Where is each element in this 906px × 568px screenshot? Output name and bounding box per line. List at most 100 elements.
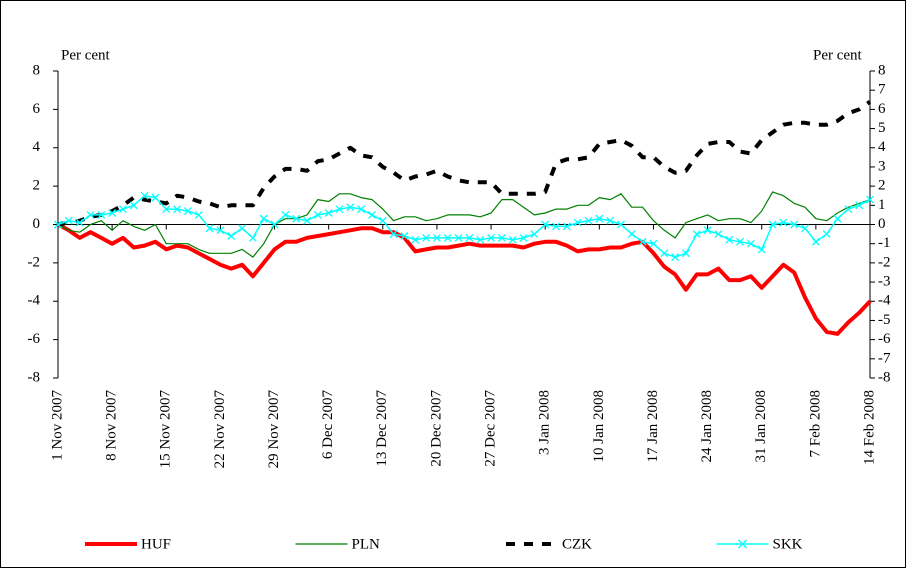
series-marker — [736, 237, 745, 246]
series-marker — [649, 239, 658, 248]
series-marker — [400, 232, 409, 240]
series-marker — [725, 235, 734, 244]
y2-tick-label: -8 — [878, 369, 891, 385]
y2-tick-label: -4 — [878, 293, 891, 309]
series-marker — [346, 203, 355, 212]
series-marker — [378, 216, 387, 225]
y-tick-label: -6 — [28, 331, 41, 347]
series-marker — [64, 216, 73, 225]
x-tick-label: 3 Jan 2008 — [537, 390, 553, 455]
series-marker — [801, 224, 809, 233]
series-marker — [714, 230, 723, 239]
series-marker — [368, 210, 376, 219]
series-marker — [443, 233, 452, 242]
series-marker — [216, 226, 225, 235]
series-marker — [508, 235, 517, 244]
y-tick-label: 0 — [33, 216, 41, 232]
x-tick-label: 15 Nov 2007 — [158, 390, 174, 469]
series-marker — [790, 220, 799, 229]
series-marker — [844, 205, 853, 214]
y-tick-label: 4 — [33, 139, 41, 155]
series-marker — [313, 210, 322, 219]
x-tick-label: 31 Jan 2008 — [753, 390, 769, 463]
series-marker — [205, 224, 214, 233]
series-marker — [108, 209, 117, 217]
series-marker — [692, 230, 701, 239]
series-marker — [487, 233, 496, 242]
series-marker — [530, 230, 539, 239]
series-marker — [75, 218, 84, 227]
series-line — [57, 191, 871, 258]
x-tick-label: 6 Dec 2007 — [320, 390, 336, 460]
series-marker — [562, 222, 571, 231]
x-tick-label: 1 Nov 2007 — [49, 390, 65, 461]
x-tick-label: 17 Jan 2008 — [645, 390, 661, 463]
y2-tick-label: 1 — [878, 197, 886, 213]
y-axis-label: Per cent — [61, 47, 111, 63]
y2-tick-label: -5 — [878, 312, 891, 328]
series-marker — [324, 209, 333, 217]
series-marker — [119, 205, 127, 214]
x-tick-label: 24 Jan 2008 — [699, 390, 715, 463]
legend-marker — [738, 539, 747, 549]
series-marker — [422, 233, 431, 242]
series-marker — [638, 237, 647, 246]
series-marker — [866, 195, 874, 204]
y2-tick-label: -7 — [878, 350, 891, 366]
series-marker — [357, 205, 366, 214]
y2-tick-label: 4 — [878, 139, 886, 155]
series-marker — [303, 216, 311, 225]
y2-tick-label: 3 — [878, 158, 886, 174]
y2-tick-label: 8 — [878, 62, 886, 78]
legend-label: CZK — [562, 536, 592, 552]
x-tick-label: 29 Nov 2007 — [266, 390, 282, 469]
x-tick-label: 14 Feb 2008 — [861, 390, 877, 465]
x-tick-label: 7 Feb 2008 — [807, 390, 823, 458]
series-marker — [465, 233, 474, 242]
y2-tick-label: -3 — [878, 274, 891, 290]
series-marker — [248, 233, 257, 242]
y-tick-label: -8 — [28, 369, 41, 385]
series-marker — [627, 230, 636, 239]
y2-tick-label: 2 — [878, 178, 886, 194]
series-marker — [617, 220, 625, 229]
y2-tick-label: -2 — [878, 254, 891, 270]
legend-label: PLN — [352, 536, 381, 552]
series-marker — [703, 226, 712, 235]
y2-tick-label: 7 — [878, 82, 886, 98]
series-marker — [281, 210, 290, 219]
y2-tick-label: 6 — [878, 101, 886, 117]
series-marker — [432, 233, 441, 242]
series-marker — [595, 214, 604, 223]
series-marker — [757, 245, 766, 254]
series-marker — [194, 210, 203, 219]
series-marker — [292, 214, 301, 223]
legend-label: HUF — [141, 536, 171, 552]
legend-label: SKK — [773, 536, 803, 552]
x-tick-label: 13 Dec 2007 — [374, 390, 390, 467]
series-marker — [270, 220, 279, 229]
series-marker — [227, 232, 236, 240]
y2-tick-label: 0 — [878, 216, 886, 232]
series-marker — [86, 210, 95, 219]
series-line — [57, 222, 872, 336]
series-marker — [140, 191, 149, 200]
series-marker — [681, 249, 690, 258]
y2-tick-label: 5 — [878, 120, 886, 136]
series-marker — [183, 207, 192, 216]
y-tick-label: -2 — [28, 254, 41, 270]
series-marker — [746, 239, 755, 248]
series-marker — [454, 233, 463, 242]
series-marker — [779, 218, 788, 227]
series-marker — [552, 222, 560, 231]
series-marker — [54, 220, 62, 229]
series-marker — [335, 205, 344, 214]
series-marker — [151, 193, 160, 202]
series-marker — [497, 233, 506, 242]
y-tick-label: 2 — [33, 178, 41, 194]
series-line — [57, 100, 872, 227]
y-tick-label: 6 — [33, 101, 41, 117]
x-tick-label: 20 Dec 2007 — [428, 390, 444, 467]
